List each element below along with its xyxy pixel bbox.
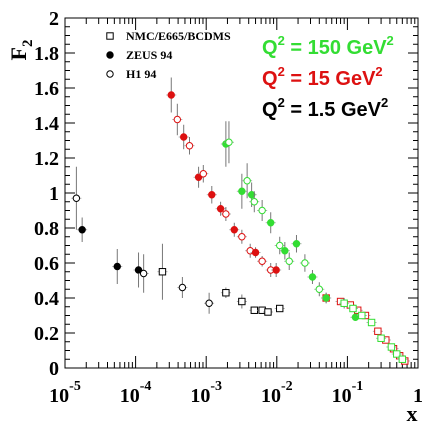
data-point bbox=[358, 311, 366, 320]
data-point bbox=[225, 138, 233, 146]
y-tick-label: 1 bbox=[49, 183, 59, 205]
legend-marker bbox=[106, 51, 114, 59]
q2-annotation: Q2 = 15 GeV2 bbox=[262, 64, 383, 90]
axis-labels: F2 x bbox=[6, 40, 418, 426]
data-point bbox=[238, 233, 246, 241]
legend-label: H1 94 bbox=[126, 67, 156, 81]
data-point bbox=[285, 257, 293, 265]
data-point bbox=[230, 226, 238, 234]
y-tick-label: 0 bbox=[49, 358, 59, 380]
data-point bbox=[301, 259, 309, 267]
data-point bbox=[340, 299, 348, 307]
data-point bbox=[250, 198, 258, 206]
data-point bbox=[250, 306, 258, 314]
x-axis-title: x bbox=[407, 401, 418, 426]
data-point bbox=[264, 308, 272, 316]
y-tick-label: 0.6 bbox=[34, 253, 59, 275]
y-axis: 0 0.2 0.4 0.6 0.8 1 1.2 1.4 1.6 1.8 2 bbox=[34, 8, 418, 380]
data-point bbox=[351, 313, 360, 321]
legend-marker bbox=[106, 32, 114, 40]
data-point bbox=[205, 299, 213, 307]
data-point bbox=[78, 226, 86, 234]
data-points bbox=[71, 77, 410, 365]
data-point bbox=[276, 241, 284, 250]
data-point bbox=[139, 269, 148, 278]
y-tick-label: 0.8 bbox=[34, 218, 59, 240]
x-tick-label: 10-1 bbox=[332, 379, 364, 407]
q2-annotations: Q2 = 150 GeV2 Q2 = 15 GeV2 Q2 = 1.5 GeV2 bbox=[262, 33, 394, 121]
data-point bbox=[185, 142, 194, 150]
data-point bbox=[292, 240, 301, 248]
data-point bbox=[243, 177, 251, 185]
data-point bbox=[315, 285, 324, 293]
x-tick-label: 10-3 bbox=[190, 379, 222, 407]
y-tick-label: 1.4 bbox=[34, 113, 59, 135]
data-point bbox=[281, 247, 289, 255]
y-tick-label: 1.2 bbox=[34, 148, 59, 170]
y-axis-title: F2 bbox=[6, 40, 36, 61]
x-tick-label: 10-4 bbox=[120, 379, 152, 407]
q2-annotation: Q2 = 1.5 GeV2 bbox=[262, 95, 388, 121]
x-axis: 10-5 10-4 10-3 10-2 10-1 1 bbox=[49, 18, 423, 407]
data-point bbox=[387, 343, 396, 351]
data-point bbox=[199, 170, 208, 178]
x-tick-label: 10-2 bbox=[261, 379, 293, 407]
data-point bbox=[393, 350, 401, 358]
data-point bbox=[308, 273, 317, 281]
data-point bbox=[72, 194, 81, 202]
data-point bbox=[216, 205, 225, 213]
data-point bbox=[349, 304, 357, 313]
y-tick-label: 1.8 bbox=[34, 43, 59, 65]
data-point bbox=[247, 191, 256, 199]
data-point bbox=[251, 248, 260, 257]
y-tick-label: 0.4 bbox=[34, 288, 59, 310]
data-point bbox=[222, 289, 230, 297]
y-tick-label: 1.6 bbox=[34, 78, 59, 100]
data-point bbox=[322, 294, 330, 302]
series-group bbox=[220, 121, 408, 363]
data-point bbox=[258, 257, 266, 265]
data-point bbox=[222, 210, 230, 218]
data-point bbox=[208, 191, 216, 199]
data-point bbox=[272, 266, 280, 274]
data-point bbox=[238, 187, 246, 195]
data-point bbox=[367, 318, 376, 327]
y-tick-label: 2 bbox=[49, 8, 59, 30]
data-point bbox=[377, 334, 385, 342]
data-point bbox=[167, 91, 175, 99]
data-point bbox=[113, 262, 121, 271]
data-point bbox=[276, 304, 284, 313]
x-tick-label: 1 bbox=[413, 385, 423, 407]
data-point bbox=[374, 327, 382, 335]
legend-label: NMC/E665/BCDMS bbox=[126, 29, 231, 43]
data-point bbox=[178, 283, 187, 292]
q2-annotation: Q2 = 150 GeV2 bbox=[262, 33, 394, 59]
series-group bbox=[71, 166, 285, 316]
legend-marker bbox=[106, 70, 114, 78]
data-point bbox=[134, 266, 143, 274]
data-point bbox=[258, 206, 266, 215]
data-point bbox=[158, 268, 167, 276]
data-point bbox=[267, 219, 275, 227]
legend: NMC/E665/BCDMS ZEUS 94 H1 94 bbox=[106, 29, 231, 81]
y-tick-label: 0.2 bbox=[34, 323, 59, 345]
data-point bbox=[398, 355, 407, 363]
legend-label: ZEUS 94 bbox=[126, 48, 172, 62]
data-point bbox=[179, 133, 188, 141]
data-point bbox=[173, 115, 182, 124]
data-point bbox=[238, 297, 246, 306]
x-tick-label: 10-5 bbox=[49, 379, 81, 407]
